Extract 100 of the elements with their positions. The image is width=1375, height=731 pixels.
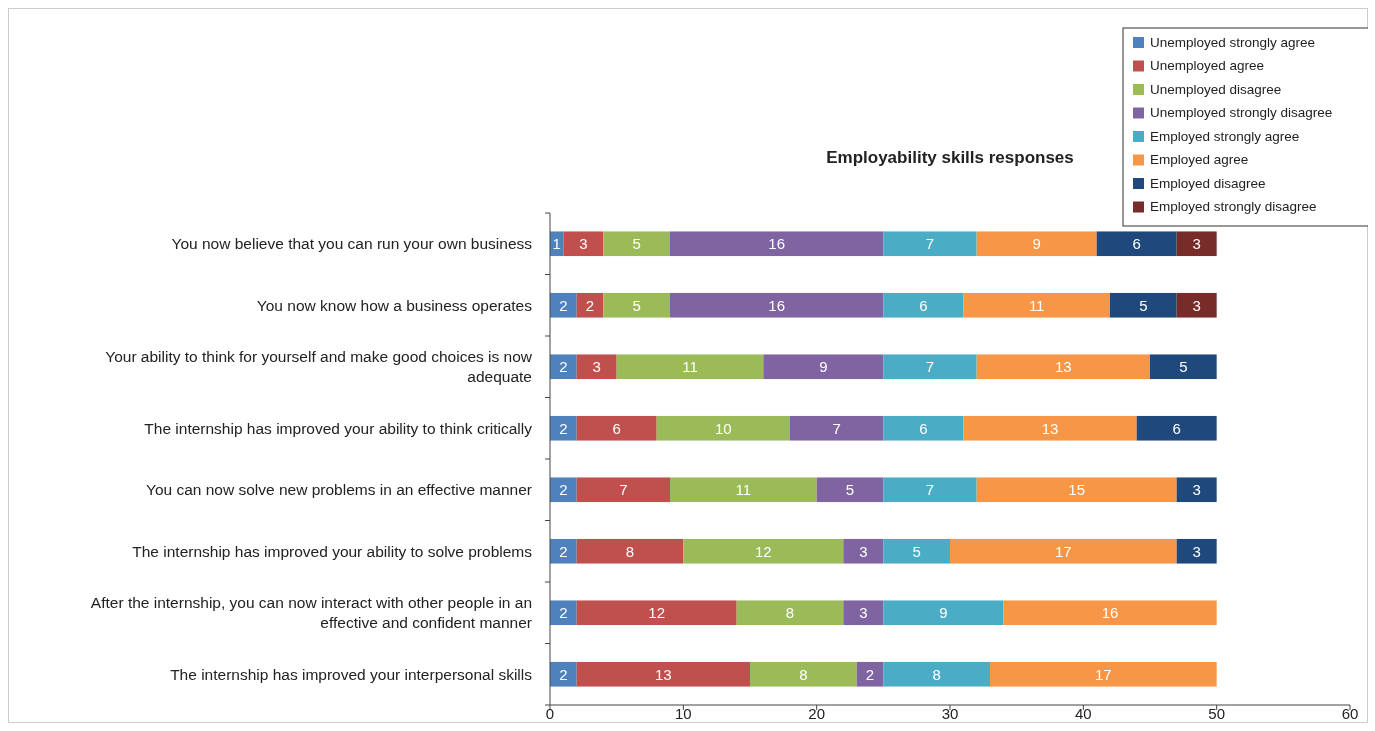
x-tick-label: 30 [941,705,959,722]
bar [883,661,990,687]
bar [963,292,1110,318]
data-label: 13 [1054,358,1072,375]
legend-label: Unemployed disagree [1150,81,1282,97]
bar [576,354,617,380]
bar [576,415,657,441]
data-label: 16 [768,235,786,252]
data-label: 15 [1068,481,1086,498]
data-label: 8 [785,604,795,621]
bar [656,415,790,441]
bar [763,354,884,380]
y-tick-label: Your ability to think for yourself and make good choices is now adequate [105,348,533,386]
bar [1136,415,1217,441]
legend-label: Unemployed strongly agree [1150,34,1316,50]
data-label: 13 [1041,419,1059,437]
data-label: 6 [612,419,621,437]
bar [576,292,604,318]
chart-title: Employability skills responses [826,148,1074,167]
data-label: 8 [932,665,941,683]
bar [1176,292,1217,318]
legend-label: Employed strongly agree [1150,128,1300,144]
data-label: 17 [1054,542,1072,560]
legend-label: Employed strongly disagree [1150,199,1317,215]
bar [550,415,577,441]
data-label: 5 [1139,296,1148,314]
bar [883,477,977,503]
bar [670,477,817,503]
data-label: 5 [1179,358,1188,375]
legend-label: Unemployed strongly disagree [1150,105,1333,121]
bar [670,292,884,318]
bar [550,354,577,380]
bar [550,292,577,318]
data-label: 17 [1094,665,1112,683]
bar [603,231,670,257]
y-tick-label: The internship has improved your ability to think critically [144,419,533,437]
data-label: 3 [1192,542,1201,560]
bar [1176,477,1217,503]
bar [750,661,857,687]
legend-label: Unemployed agree [1150,58,1265,74]
data-label: 6 [1172,419,1181,437]
data-label: 11 [1028,296,1045,314]
bar [883,354,977,380]
bar [576,600,737,626]
data-label: 7 [925,235,935,252]
data-label: 5 [912,542,921,560]
bar [616,354,764,380]
data-label: 9 [939,604,948,621]
data-label: 11 [682,358,698,375]
bar [843,538,884,564]
bar [976,477,1177,503]
data-label: 7 [925,481,935,498]
data-label: 2 [559,481,568,498]
data-label: 2 [865,665,875,683]
bar [576,538,684,564]
bar [563,231,604,257]
data-label: 11 [735,481,752,498]
data-label: 2 [559,296,568,314]
bar [990,661,1217,687]
data-label: 7 [925,358,935,375]
data-label: 13 [654,665,672,683]
y-tick-label: You now believe that you can run your own business [171,235,533,253]
x-tick-label: 50 [1208,705,1226,722]
bar [1110,292,1177,318]
bar [883,415,964,441]
data-label: 12 [648,604,666,621]
bar [976,231,1097,257]
bar [576,477,670,503]
bar [670,231,884,257]
data-label: 8 [625,542,635,560]
bar [816,477,884,503]
bar [1150,354,1217,380]
x-tick-label: 40 [1074,705,1092,722]
bar [790,415,884,441]
bar [736,600,844,626]
bar [550,538,577,564]
bar [550,477,577,503]
data-label: 2 [559,665,568,683]
bar [856,661,884,687]
bar [1003,600,1217,626]
data-label: 6 [919,419,928,437]
data-label: 10 [714,419,732,437]
bar [550,661,577,687]
bar [683,538,844,564]
bar [883,538,950,564]
data-label: 3 [592,358,601,375]
legend-label: Employed agree [1150,152,1249,168]
legend-label: Employed disagree [1150,175,1266,191]
bar [1176,231,1217,257]
data-label: 16 [1101,604,1119,621]
y-tick-label: You now know how a business operates [256,296,533,314]
bar [843,600,884,626]
data-label: 5 [632,235,641,252]
bar [603,292,670,318]
data-label: 3 [1192,296,1201,314]
data-label: 2 [559,604,568,621]
data-label: 3 [579,235,588,252]
data-label: 7 [832,419,841,437]
data-label: 12 [754,542,772,560]
data-label: 7 [619,481,628,498]
